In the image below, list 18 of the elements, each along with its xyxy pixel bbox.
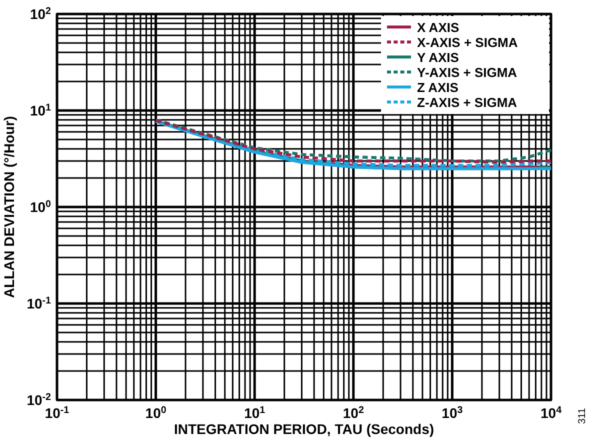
legend-label: Y AXIS <box>417 50 460 65</box>
text: 311 <box>577 408 588 424</box>
y-tick-label: 10$^{2}$ <box>30 6 52 22</box>
x-tick-label: 10$^{3}$ <box>442 404 464 421</box>
x-tick-label: 10$^{1}$ <box>244 404 266 421</box>
y-tick-label: 10$^{1}$ <box>30 102 52 118</box>
legend-label: Z-AXIS + SIGMA <box>417 95 518 110</box>
y-tick-label: 10$^{0}$ <box>30 198 52 215</box>
legend-label: X AXIS <box>417 20 460 35</box>
x-tick-label: 10$^{0}$ <box>145 404 167 421</box>
legend-label: Z AXIS <box>417 80 459 95</box>
legend-label: Y-AXIS + SIGMA <box>417 65 518 80</box>
legend-label: X-AXIS + SIGMA <box>417 35 518 50</box>
y-axis-title: ALLAN DEVIATION (°/Hour) <box>1 116 17 298</box>
x-tick-label: 10$^{2}$ <box>342 404 364 421</box>
y-tick-label: 10$^{-1}$ <box>26 295 52 312</box>
x-axis-title: INTEGRATION PERIOD, TAU (Seconds) <box>174 421 434 437</box>
x-tick-label: 10$^{4}$ <box>540 404 562 421</box>
